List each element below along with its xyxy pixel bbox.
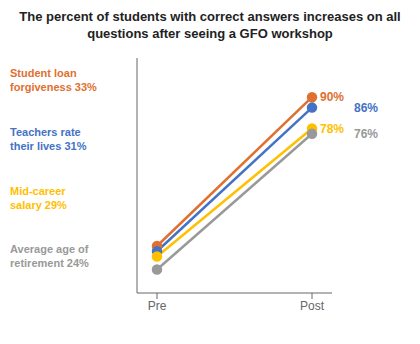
html-text:Mid-career salary 29%: Mid-career salary 29% xyxy=(10,184,67,211)
svg-text:90%: 90% xyxy=(320,90,344,104)
html-text:Average age of retirement 24%: Average age of retirement 24% xyxy=(10,243,89,270)
svg-text:Pre: Pre xyxy=(148,299,167,313)
svg-text:86%: 86% xyxy=(354,101,378,115)
html-text:The percent of students with c: The percent of students with correct ans… xyxy=(19,9,401,41)
html-text:Student loan forgiveness 33%: Student loan forgiveness 33% xyxy=(10,67,97,93)
html-text:Teachers rate their lives 31%: Teachers rate their lives 31% xyxy=(10,125,87,152)
svg-text:76%: 76% xyxy=(354,127,378,141)
svg-text:Post: Post xyxy=(300,299,325,313)
svg-text:78%: 78% xyxy=(320,122,344,136)
